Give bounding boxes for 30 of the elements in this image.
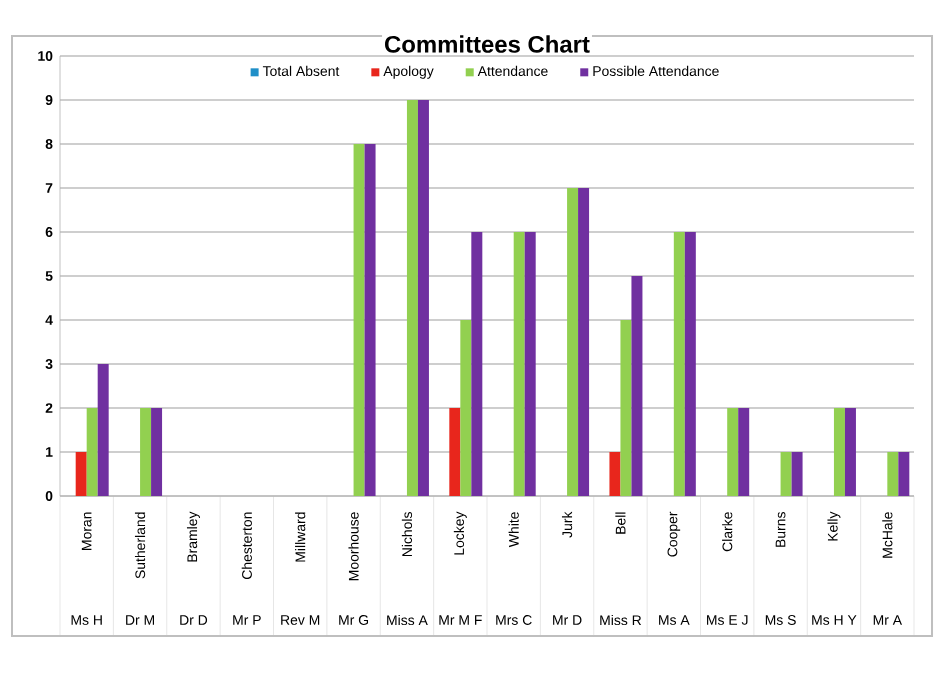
bar [578,188,590,496]
bar [780,452,792,496]
bar [140,408,152,496]
bar [887,452,899,496]
bar [353,144,365,496]
bar [471,232,483,496]
bar [833,408,845,496]
bar [609,452,621,496]
bar [406,100,418,496]
bar [727,408,739,496]
bar [151,408,163,496]
bar [684,232,696,496]
bar [417,100,429,496]
bar [738,408,750,496]
chart-title: Committees Chart [385,35,590,53]
bar [567,188,579,496]
bar [513,232,525,496]
bar [524,232,536,496]
bar [620,320,632,496]
bar [460,320,472,496]
bar [631,276,643,496]
bar [97,364,109,496]
bar [449,408,461,496]
bar [673,232,685,496]
bar [898,452,910,496]
bar [791,452,803,496]
bar [86,408,98,496]
bar [364,144,376,496]
bar [844,408,856,496]
bar [75,452,87,496]
